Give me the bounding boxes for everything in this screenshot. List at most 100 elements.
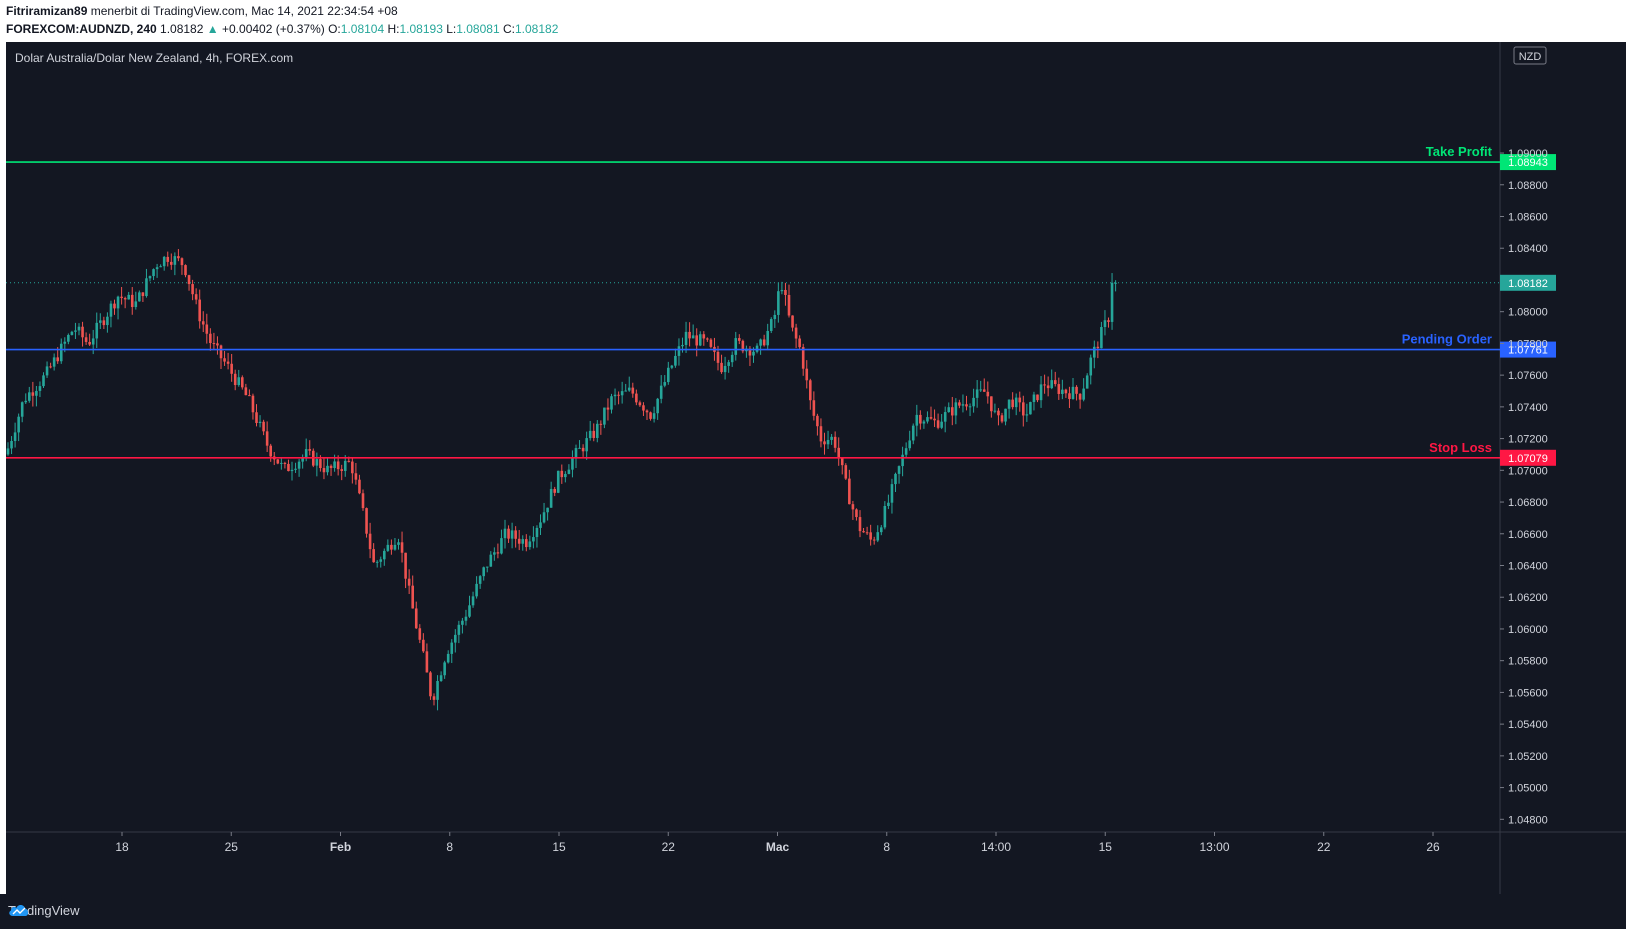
candle-body [347,460,351,462]
candle-body [915,414,919,426]
y-tick-label: 1.07400 [1508,402,1548,414]
candle-body [588,430,592,439]
candle-body [578,447,581,449]
candle-body [507,528,510,539]
candle-body [294,468,297,470]
symbol-label[interactable]: FOREXCOM:AUDNZD, 240 [6,22,157,36]
candle-body [155,267,159,270]
candle-body [1014,397,1018,408]
change-up-icon: ▲ [206,22,219,36]
level-label: Take Profit [1426,144,1493,159]
candle-body [336,461,340,470]
candle-body [49,366,52,368]
candle-body [485,566,489,568]
candle-body [659,385,663,399]
y-tick-label: 1.06600 [1508,529,1548,541]
candle-body [816,415,819,427]
candle-body [958,402,961,406]
candle-body [521,539,525,544]
y-tick-label: 1.07600 [1508,370,1548,382]
candle-body [134,301,138,308]
candle-body [439,675,443,682]
candle-body [187,275,191,285]
candle-body [723,365,727,373]
chart-area[interactable]: Take Profit 1.08943 Pending Order 1.07761 St… [6,42,1626,894]
candle-body [812,400,816,416]
candle-body [1064,389,1068,394]
close-value: 1.08182 [514,22,559,36]
candle-body [20,402,24,417]
candle-body [322,468,326,473]
tradingview-logo[interactable]: TradingView [8,903,80,918]
candle-body [794,327,798,339]
candle-body [1078,393,1082,400]
candle-body [475,583,478,597]
candle-body [1114,282,1117,284]
candle-body [901,454,904,467]
candle-body [542,512,546,523]
candle-body [358,479,361,494]
x-tick-label: 8 [883,840,890,854]
candle-body [269,445,272,457]
candle-body [170,261,173,265]
candle-body [251,395,255,413]
candle-body [627,387,631,391]
candle-body [120,296,123,299]
candle-body [223,358,226,362]
candle-body [606,407,610,410]
candle-body [503,528,507,539]
y-tick-label: 1.07000 [1508,465,1548,477]
candle-body [354,473,358,480]
candle-body [216,343,219,346]
candle-body [166,256,170,262]
candle-body [652,413,656,419]
x-tick-label: Feb [330,840,351,854]
candle-body [496,552,500,554]
candle-body [642,405,645,411]
publisher-name[interactable]: Fitriramizan89 [6,4,88,18]
level-price-text: 1.07761 [1508,345,1548,357]
candle-body [390,544,393,550]
candle-body [826,439,830,445]
candle-body [1043,384,1046,386]
candle-body [326,465,329,473]
x-tick-label: 26 [1426,840,1440,854]
candle-body [780,289,784,292]
candle-body [698,334,702,346]
candle-body [1053,380,1057,385]
candle-body [191,284,194,295]
candlestick-chart[interactable]: Take Profit 1.08943 Pending Order 1.07761 St… [6,42,1626,894]
candle-body [741,340,745,352]
ohlc-line: FOREXCOM:AUDNZD, 240 1.08182 ▲ +0.00402 … [6,22,558,36]
candle-body [972,397,975,407]
level-label: Stop Loss [1429,440,1492,455]
candle-body [890,484,894,503]
candle-body [145,278,148,297]
candle-body [226,361,230,364]
candle-body [1022,402,1025,416]
candle-body [936,420,940,428]
candle-body [819,426,823,442]
candle-body [67,334,70,342]
candle-body [585,438,588,452]
x-tick-label: 25 [225,840,239,854]
candle-body [308,449,312,451]
candle-body [290,469,294,472]
candle-body [184,265,187,276]
candle-body [1107,320,1110,322]
chart-title: Dolar Australia/Dolar New Zealand, 4h, F… [15,51,293,65]
candle-body [620,391,624,396]
candle-body [769,319,773,331]
candle-body [954,402,958,416]
candle-body [1050,380,1053,389]
candle-body [993,410,997,412]
candle-body [1075,386,1078,394]
candle-body [532,537,535,542]
candle-body [1004,408,1007,422]
candle-body [241,377,244,388]
candle-body [397,542,400,545]
candle-body [514,530,517,539]
candle-body [1029,402,1032,415]
candle-body [1046,385,1050,389]
candle-body [684,331,688,345]
